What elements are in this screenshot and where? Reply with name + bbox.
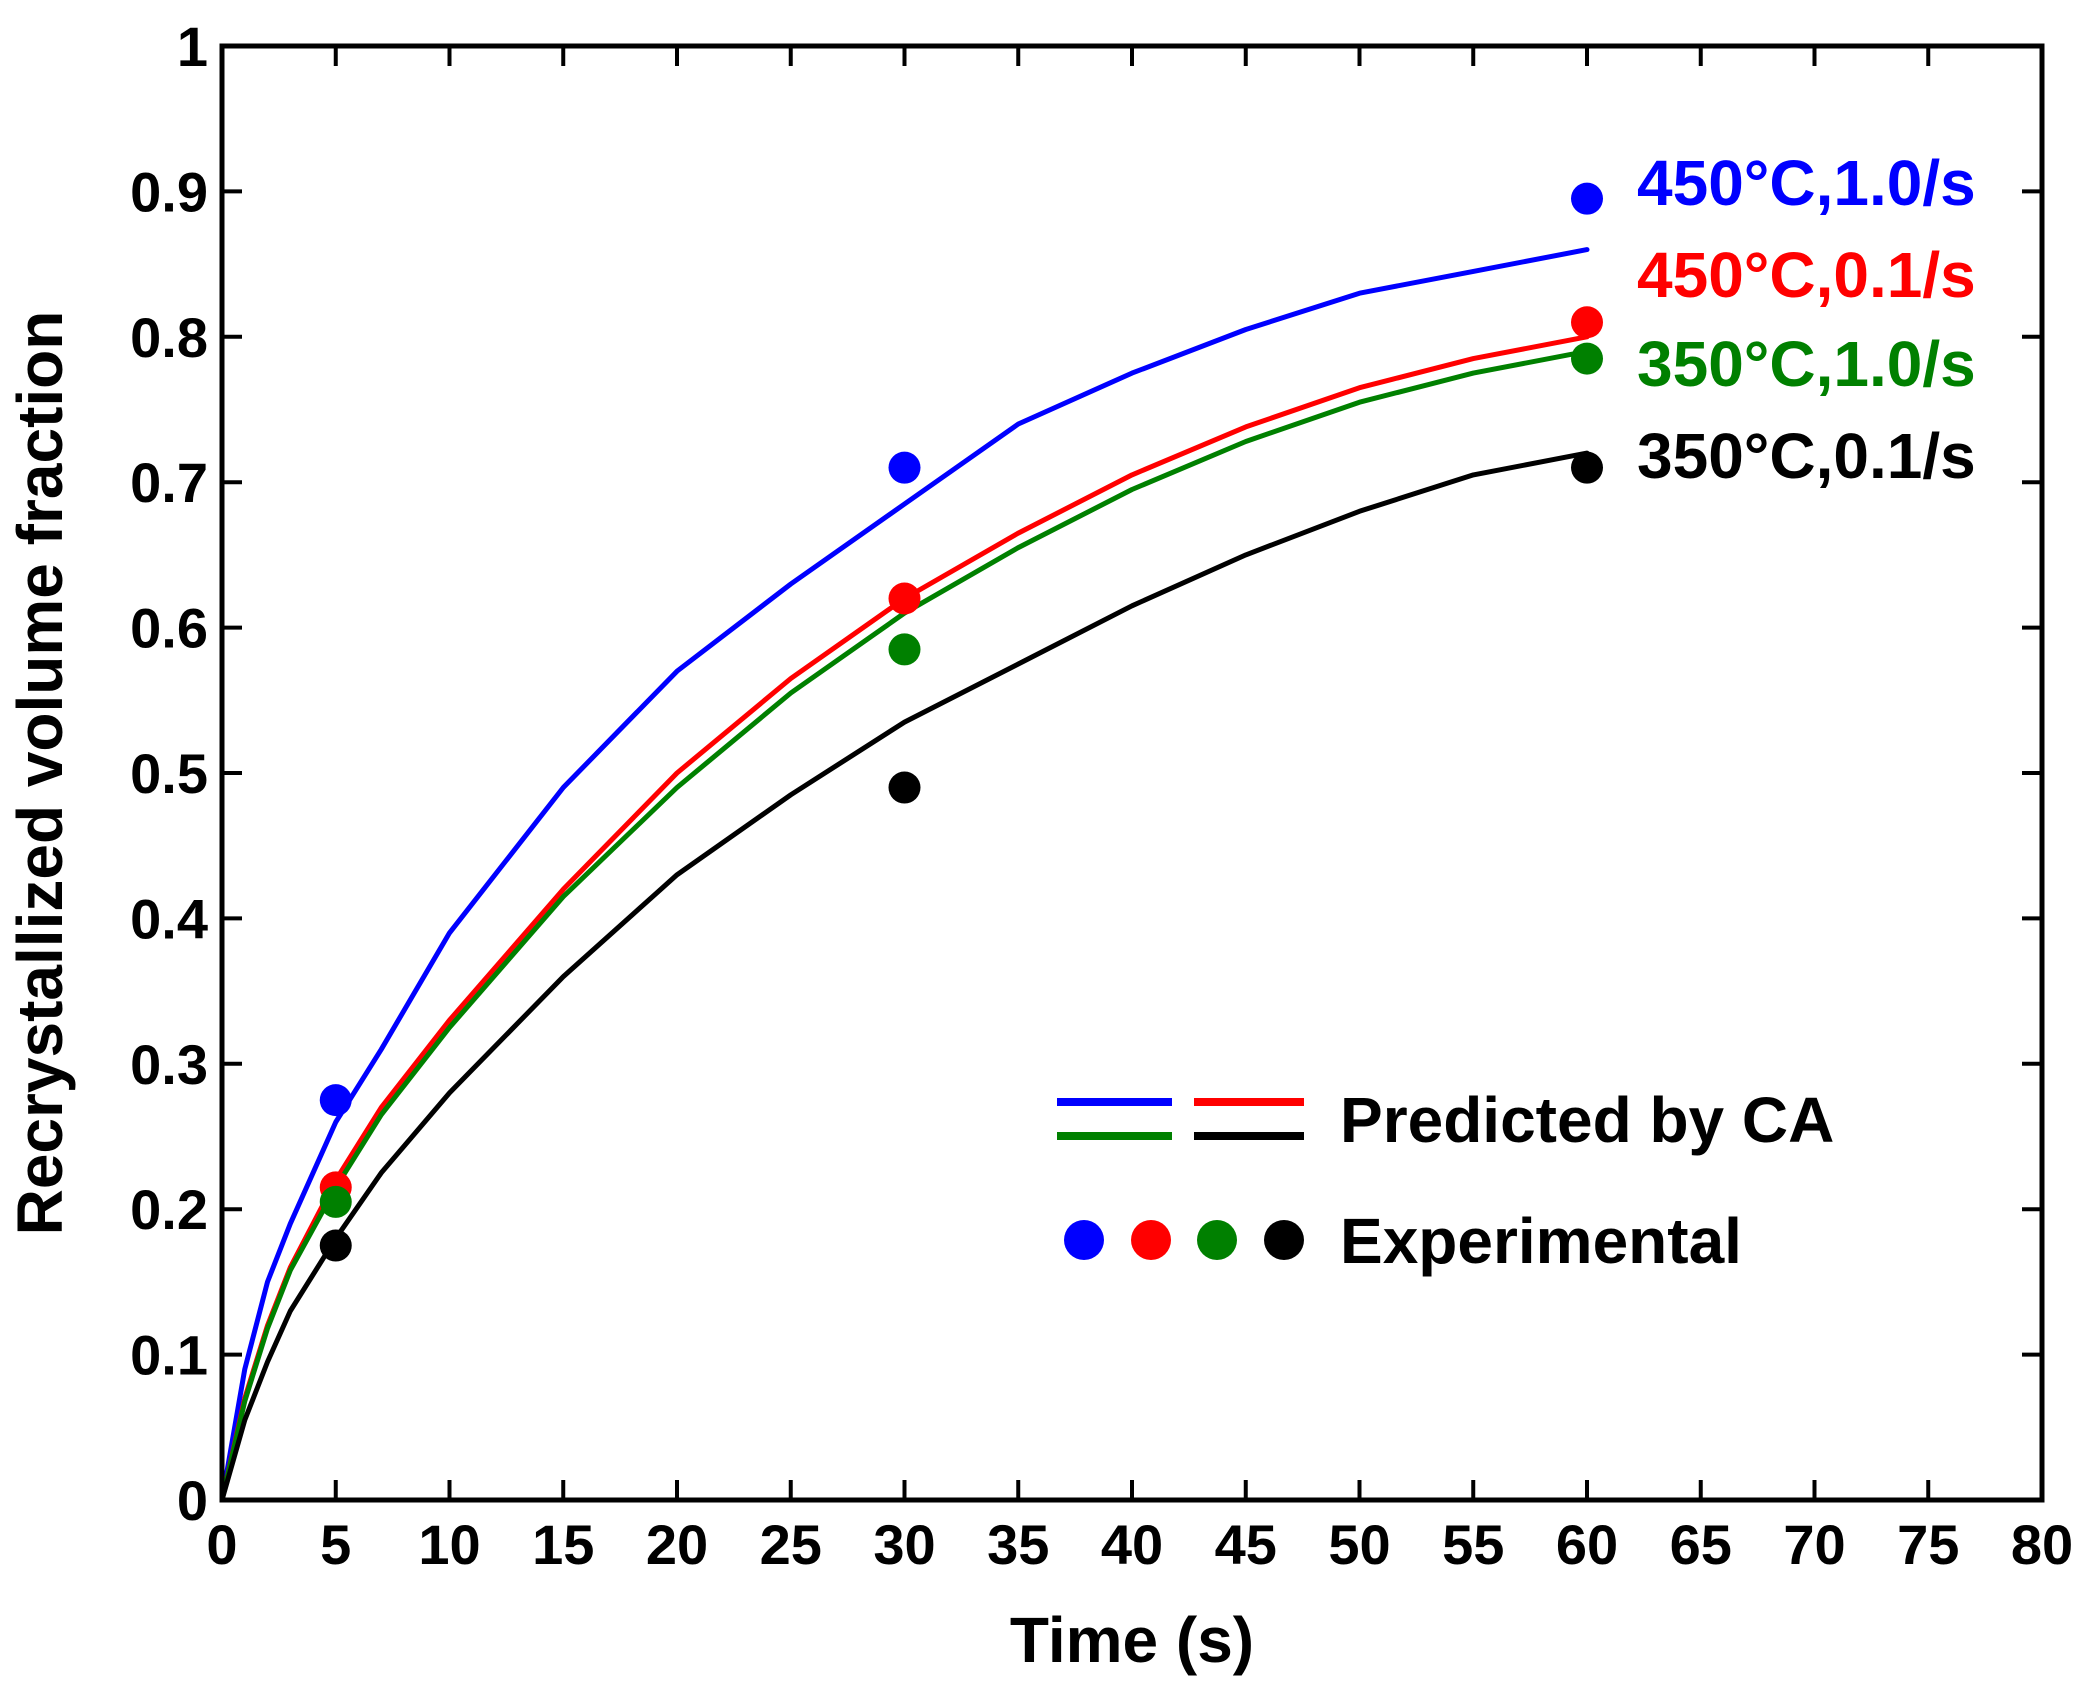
exp-point-350-c-0-1-s [319,1229,352,1262]
series-label-350-c-0-1-s: 350°C,0.1/s [1637,420,1976,492]
x-tick-label: 30 [873,1513,935,1576]
y-tick-label: 0.9 [130,160,208,223]
y-tick-label: 0.4 [130,887,208,950]
x-tick-label: 5 [320,1513,351,1576]
x-tick-label: 80 [2011,1513,2073,1576]
legend-marker [1197,1220,1237,1260]
exp-point-350-c-1-0-s [888,633,921,666]
x-tick-label: 10 [418,1513,480,1576]
exp-point-350-c-0-1-s [888,771,921,804]
y-tick-label: 0.7 [130,451,208,514]
exp-point-450-c-0-1-s [888,582,921,615]
x-tick-label: 45 [1215,1513,1277,1576]
legend-marker [1131,1220,1171,1260]
x-tick-label: 55 [1442,1513,1504,1576]
legend-predicted-label: Predicted by CA [1340,1084,1834,1156]
series-label-350-c-1-0-s: 350°C,1.0/s [1637,328,1976,400]
y-tick-label: 0 [177,1469,208,1532]
x-tick-label: 65 [1670,1513,1732,1576]
y-tick-label: 0.1 [130,1324,208,1387]
y-tick-label: 0.6 [130,597,208,660]
y-tick-label: 0.2 [130,1178,208,1241]
x-tick-label: 15 [532,1513,594,1576]
series-label-450-c-1-0-s: 450°C,1.0/s [1637,147,1976,219]
curve-350-c-0-1-s [219,450,1590,1503]
exp-point-450-c-0-1-s [1571,306,1603,339]
curve-350-c-1-0-s [219,348,1590,1503]
x-tick-label: 50 [1328,1513,1390,1576]
y-tick-label: 0.8 [130,306,208,369]
legend: Predicted by CA Experimental [1057,1084,1834,1277]
y-tick-label: 0.5 [130,742,208,805]
exp-point-350-c-0-1-s [1571,451,1603,484]
exp-point-450-c-1-0-s [319,1084,352,1117]
series-label-450-c-0-1-s: 450°C,0.1/s [1637,239,1976,311]
x-tick-label: 40 [1101,1513,1163,1576]
x-tick-label: 25 [760,1513,822,1576]
legend-marker [1064,1220,1104,1260]
exp-point-450-c-1-0-s [1571,182,1603,215]
y-axis-label: Recrystallized volume fraction [4,311,76,1236]
x-tick-label: 75 [1897,1513,1959,1576]
exp-point-350-c-1-0-s [1571,342,1603,375]
x-tick-label: 20 [646,1513,708,1576]
x-tick-label: 0 [206,1513,237,1576]
x-tick-label: 35 [987,1513,1049,1576]
x-axis-label: Time (s) [1010,1604,1254,1676]
legend-marker [1264,1220,1304,1260]
curve-450-c-1-0-s [219,247,1590,1503]
x-tick-label: 70 [1783,1513,1845,1576]
legend-experimental-label: Experimental [1340,1205,1742,1277]
y-tick-label: 0.3 [130,1033,208,1096]
x-tick-label: 60 [1556,1513,1618,1576]
exp-point-450-c-1-0-s [888,451,921,484]
exp-point-350-c-1-0-s [319,1185,352,1218]
plot-frame [219,43,2045,1503]
y-tick-label: 1 [177,15,208,78]
